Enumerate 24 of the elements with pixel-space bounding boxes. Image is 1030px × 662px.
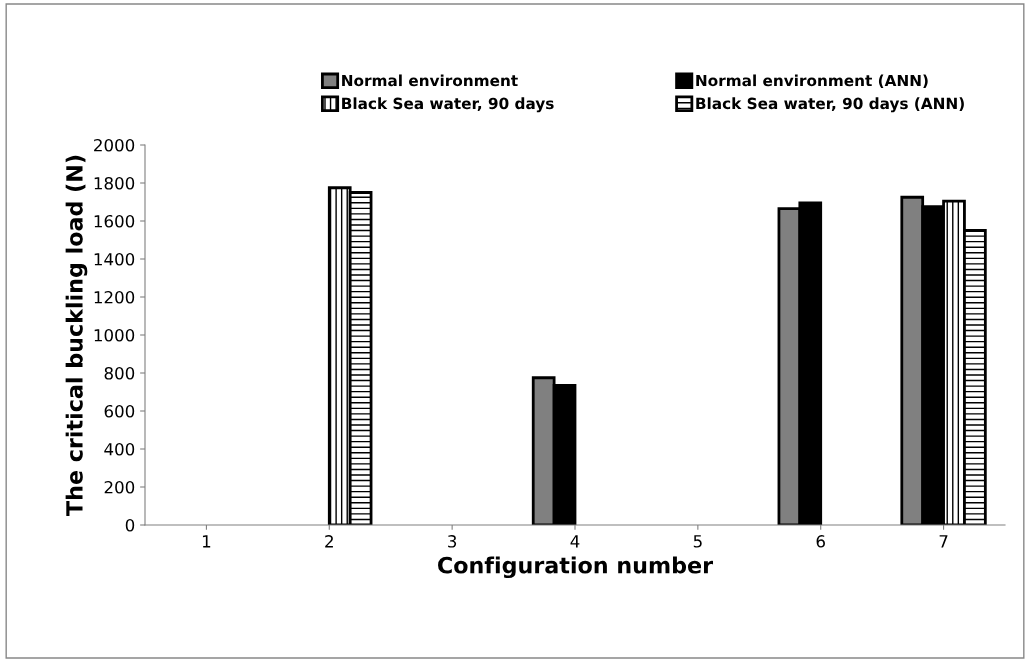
y-tick-label: 200: [104, 480, 135, 494]
x-tick-label: 2: [325, 535, 333, 548]
y-tick-label: 600: [104, 404, 135, 418]
x-tick-label: 6: [816, 535, 825, 548]
y-tick-label: 0: [125, 518, 135, 532]
legend-label: Normal environment (ANN): [696, 74, 928, 89]
y-tick-label: 1400: [94, 252, 135, 266]
legend-label: Black Sea water, 90 days (ANN): [696, 97, 964, 113]
legend-label: Normal environment: [342, 74, 518, 87]
x-tick-label: 4: [570, 535, 580, 548]
legend-label: Black Sea water, 90 days: [342, 97, 554, 113]
y-tick-label: 1000: [94, 328, 135, 342]
x-tick-label: 3: [448, 535, 457, 548]
y-tick-label: 1200: [94, 290, 135, 304]
x-tick-label: 5: [693, 535, 702, 548]
y-tick-label: 1800: [94, 176, 135, 190]
y-tick-label: 400: [104, 442, 135, 456]
y-tick-label: 2000: [94, 138, 135, 152]
x-axis-title: Configuration number: [438, 556, 714, 579]
x-tick-label: 7: [939, 535, 948, 548]
y-tick-label: 1600: [94, 214, 135, 228]
y-tick-label: 800: [104, 366, 135, 380]
x-tick-label: 1: [202, 535, 211, 548]
y-axis-title: The critical buckling load (N): [65, 155, 88, 516]
